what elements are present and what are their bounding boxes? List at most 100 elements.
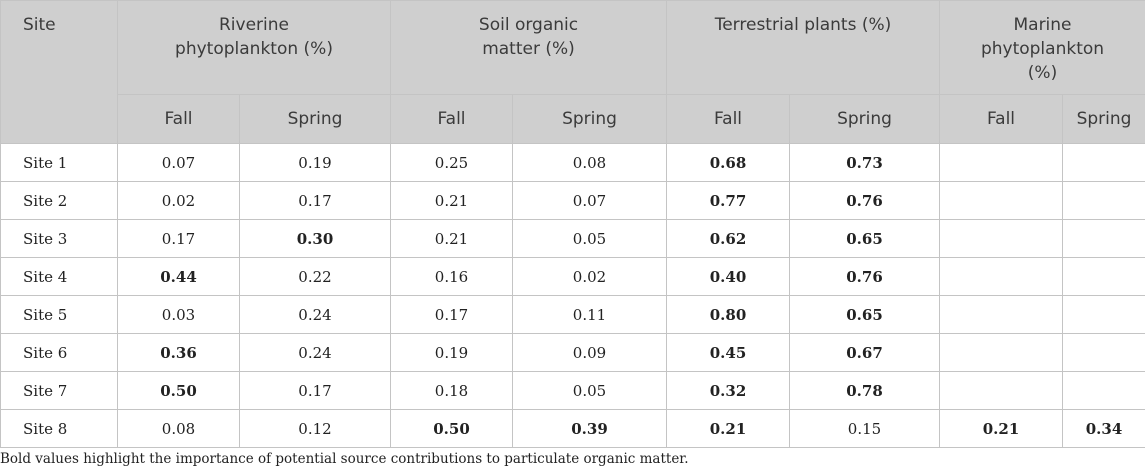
header-label: matter (%) xyxy=(482,39,575,59)
value-cell: 0.12 xyxy=(239,409,391,448)
value-cell xyxy=(1062,219,1145,258)
value-cell: 0.11 xyxy=(512,295,667,334)
fall-header: Fall xyxy=(390,94,513,144)
table-footnote: Bold values highlight the importance of … xyxy=(0,451,689,467)
value-cell: 0.21 xyxy=(390,219,513,258)
site-cell: Site 1 xyxy=(0,143,118,182)
value-cell: 0.02 xyxy=(117,181,240,220)
header-label: Marine xyxy=(1013,15,1072,35)
value-cell: 0.03 xyxy=(117,295,240,334)
table-row: Site 8 0.08 0.12 0.50 0.39 0.21 0.15 0.2… xyxy=(0,409,1145,448)
site-cell: Site 7 xyxy=(0,371,118,410)
value-cell: 0.21 xyxy=(939,409,1063,448)
value-cell: 0.30 xyxy=(239,219,391,258)
value-cell: 0.09 xyxy=(512,333,667,372)
table-row: Site 6 0.36 0.24 0.19 0.09 0.45 0.67 xyxy=(0,333,1145,372)
value-cell: 0.76 xyxy=(789,181,940,220)
value-cell: 0.07 xyxy=(512,181,667,220)
value-cell: 0.18 xyxy=(390,371,513,410)
value-cell: 0.36 xyxy=(117,333,240,372)
value-cell: 0.24 xyxy=(239,295,391,334)
value-cell: 0.16 xyxy=(390,257,513,296)
subheader-row: Fall Spring Fall Spring Fall Spring Fall… xyxy=(1,94,1145,144)
header-label: Riverine xyxy=(218,15,289,35)
value-cell: 0.07 xyxy=(117,143,240,182)
site-cell: Site 6 xyxy=(0,333,118,372)
value-cell: 0.21 xyxy=(666,409,790,448)
header-row: Site Riverine phytoplankton (%) Soil org… xyxy=(0,0,1145,144)
value-cell xyxy=(939,295,1063,334)
value-cell: 0.67 xyxy=(789,333,940,372)
site-cell: Site 4 xyxy=(0,257,118,296)
riverine-phytoplankton-header: Riverine phytoplankton (%) xyxy=(117,0,391,95)
value-cell: 0.65 xyxy=(789,295,940,334)
value-cell: 0.05 xyxy=(512,371,667,410)
value-cell: 0.05 xyxy=(512,219,667,258)
value-cell: 0.62 xyxy=(666,219,790,258)
value-cell: 0.32 xyxy=(666,371,790,410)
header-label: phytoplankton xyxy=(980,39,1105,59)
table-row: Site 7 0.50 0.17 0.18 0.05 0.32 0.78 xyxy=(0,371,1145,410)
value-cell: 0.50 xyxy=(117,371,240,410)
value-cell xyxy=(939,257,1063,296)
spring-header: Spring xyxy=(1062,94,1145,144)
site-column-header: Site xyxy=(0,0,118,144)
value-cell: 0.08 xyxy=(117,409,240,448)
value-cell: 0.21 xyxy=(390,181,513,220)
value-cell: 0.17 xyxy=(390,295,513,334)
terrestrial-plants-header: Terrestrial plants (%) xyxy=(666,0,940,95)
soil-organic-matter-header: Soil organic matter (%) xyxy=(390,0,667,95)
value-cell xyxy=(1062,143,1145,182)
value-cell xyxy=(939,333,1063,372)
marine-phytoplankton-header: Marine phytoplankton (%) xyxy=(939,0,1145,95)
value-cell: 0.77 xyxy=(666,181,790,220)
value-cell xyxy=(1062,257,1145,296)
value-cell: 0.17 xyxy=(239,371,391,410)
site-cell: Site 2 xyxy=(0,181,118,220)
table-row: Site 3 0.17 0.30 0.21 0.05 0.62 0.65 xyxy=(0,219,1145,258)
value-cell: 0.44 xyxy=(117,257,240,296)
value-cell: 0.19 xyxy=(239,143,391,182)
value-cell xyxy=(1062,181,1145,220)
value-cell: 0.15 xyxy=(789,409,940,448)
header-label: phytoplankton (%) xyxy=(175,39,333,59)
value-cell xyxy=(1062,295,1145,334)
value-cell: 0.76 xyxy=(789,257,940,296)
spring-header: Spring xyxy=(512,94,667,144)
value-cell xyxy=(939,181,1063,220)
value-cell: 0.78 xyxy=(789,371,940,410)
spring-header: Spring xyxy=(239,94,391,144)
site-cell: Site 3 xyxy=(0,219,118,258)
value-cell: 0.68 xyxy=(666,143,790,182)
fall-header: Fall xyxy=(666,94,790,144)
value-cell xyxy=(939,143,1063,182)
value-cell: 0.24 xyxy=(239,333,391,372)
value-cell: 0.65 xyxy=(789,219,940,258)
header-label: (%) xyxy=(1027,63,1058,83)
site-cell: Site 8 xyxy=(0,409,118,448)
value-cell: 0.39 xyxy=(512,409,667,448)
table-row: Site 1 0.07 0.19 0.25 0.08 0.68 0.73 xyxy=(0,143,1145,182)
value-cell xyxy=(939,219,1063,258)
value-cell: 0.19 xyxy=(390,333,513,372)
value-cell: 0.50 xyxy=(390,409,513,448)
value-cell: 0.08 xyxy=(512,143,667,182)
table-row: Site 4 0.44 0.22 0.16 0.02 0.40 0.76 xyxy=(0,257,1145,296)
header-label: Terrestrial plants (%) xyxy=(714,15,892,35)
value-cell: 0.80 xyxy=(666,295,790,334)
value-cell: 0.40 xyxy=(666,257,790,296)
value-cell: 0.73 xyxy=(789,143,940,182)
spring-header: Spring xyxy=(789,94,940,144)
value-cell: 0.17 xyxy=(117,219,240,258)
value-cell: 0.22 xyxy=(239,257,391,296)
value-cell: 0.25 xyxy=(390,143,513,182)
table-row: Site 2 0.02 0.17 0.21 0.07 0.77 0.76 xyxy=(0,181,1145,220)
value-cell: 0.34 xyxy=(1062,409,1145,448)
value-cell: 0.45 xyxy=(666,333,790,372)
value-cell: 0.02 xyxy=(512,257,667,296)
value-cell: 0.17 xyxy=(239,181,391,220)
fall-header: Fall xyxy=(117,94,240,144)
value-cell xyxy=(1062,371,1145,410)
header-label: Soil organic xyxy=(478,15,579,35)
site-cell: Site 5 xyxy=(0,295,118,334)
